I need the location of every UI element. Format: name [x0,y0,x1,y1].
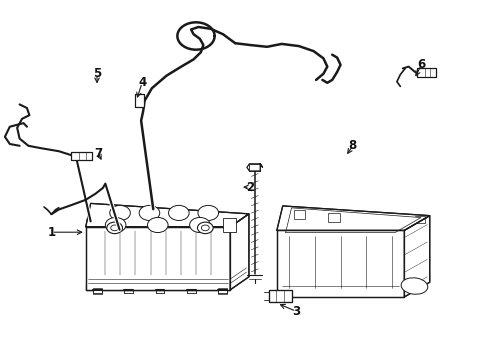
Text: 6: 6 [417,58,425,71]
Bar [218,288,227,294]
Bar [328,213,340,222]
Polygon shape [230,214,249,290]
Circle shape [198,205,219,220]
Polygon shape [277,230,404,297]
Polygon shape [247,164,263,171]
Circle shape [147,217,168,233]
Circle shape [197,222,213,234]
Circle shape [105,217,126,233]
Circle shape [107,222,122,234]
Circle shape [169,205,189,220]
Circle shape [139,205,160,220]
Polygon shape [404,216,430,297]
Polygon shape [86,203,249,227]
Text: 2: 2 [246,181,254,194]
Bar [294,210,305,219]
Bar [93,288,102,294]
Text: 5: 5 [93,67,101,80]
Text: 8: 8 [349,139,357,152]
Circle shape [110,205,130,220]
Text: 1: 1 [48,226,55,239]
Polygon shape [135,94,144,107]
Circle shape [111,225,119,231]
Ellipse shape [401,278,428,294]
Polygon shape [277,206,430,230]
Circle shape [201,225,209,231]
Polygon shape [86,227,230,290]
Polygon shape [417,68,436,77]
Polygon shape [269,290,292,302]
Bar [223,218,236,232]
Circle shape [190,217,210,233]
Polygon shape [71,152,92,160]
Text: 3: 3 [293,305,300,318]
Text: 4: 4 [138,76,146,89]
Text: 7: 7 [94,147,102,159]
Polygon shape [86,283,230,290]
